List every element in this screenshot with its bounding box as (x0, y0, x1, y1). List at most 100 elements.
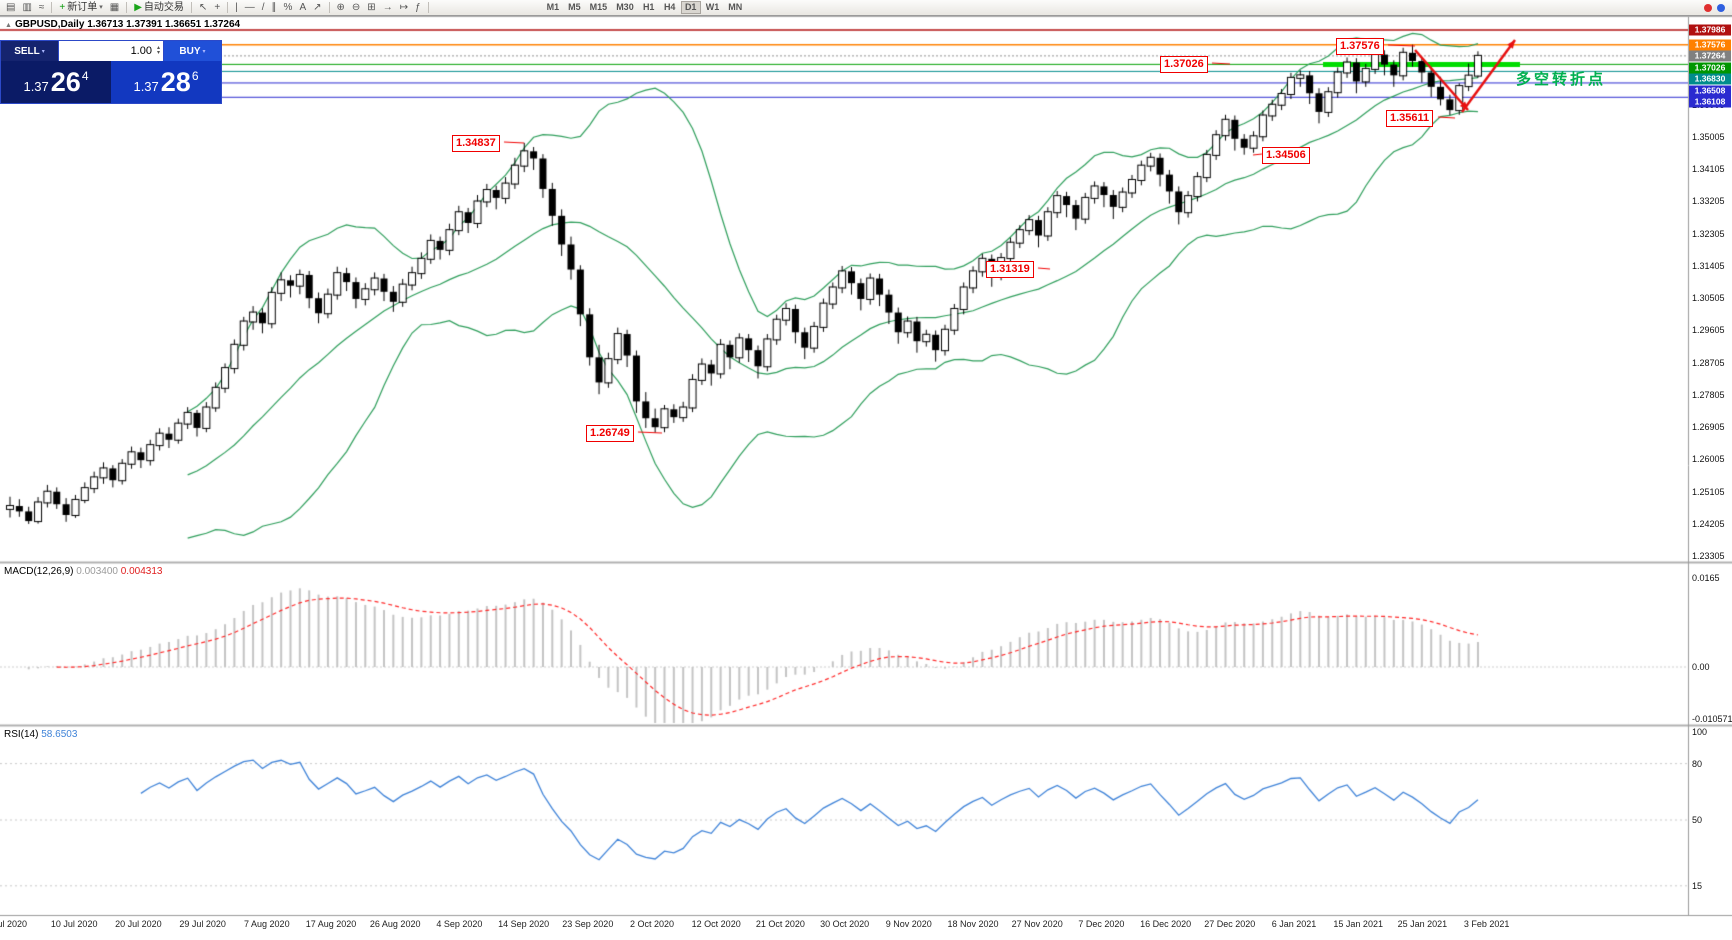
zoom-out-icon[interactable]: ⊖ (349, 1, 363, 15)
zoom-in-icon[interactable]: ⊕ (334, 1, 348, 15)
vertical-line-icon: | (235, 1, 238, 13)
date-axis-label: 14 Sep 2020 (498, 919, 550, 929)
trendline-icon[interactable]: / (259, 1, 268, 15)
line-chart-icon[interactable]: ≈ (36, 1, 48, 15)
price-axis-label: 1.27805 (1692, 389, 1725, 400)
window-red-dot[interactable] (1704, 3, 1712, 12)
price-annotation[interactable]: 1.35611 (1386, 110, 1434, 127)
date-axis-label: 2 Oct 2020 (629, 919, 675, 929)
date-axis-label: 27 Nov 2020 (1011, 919, 1063, 929)
text-label-icon[interactable]: A (296, 1, 309, 15)
spin-up-icon[interactable]: ▴ (156, 45, 160, 51)
date-axis-label: 26 Aug 2020 (369, 919, 421, 929)
symbol-period-label: GBPUSD,Daily (14, 19, 85, 30)
market-watch-icon: ▦ (109, 1, 120, 13)
rsi-value: 58.6503 (41, 729, 78, 740)
timeframe-m15[interactable]: M15 (586, 1, 612, 14)
auto-trading-button-label: 自动交易 (143, 1, 184, 13)
horizontal-line-icon[interactable]: — (242, 1, 258, 15)
macd-axis-label: 0.0165 (1692, 572, 1720, 583)
candlestick-chart-icon: ▥ (22, 1, 32, 13)
caret-down-icon: ▾ (41, 48, 45, 55)
fibonacci-icon: % (283, 1, 293, 13)
price-axis-label: 1.31405 (1692, 260, 1725, 271)
vertical-line-icon[interactable]: | (232, 1, 241, 15)
price-axis-label: 1.26905 (1692, 422, 1725, 433)
date-axis-label: 17 Aug 2020 (305, 919, 357, 929)
new-order-button[interactable]: + 新订单 ▾ (56, 1, 105, 15)
candlestick-chart-icon[interactable]: ▥ (19, 1, 34, 15)
date-axis-label: 18 Nov 2020 (947, 919, 999, 929)
auto-scroll-icon[interactable]: → (380, 1, 396, 15)
volume-spinner[interactable]: ▴ ▾ (155, 45, 162, 56)
price-axis-label: 1.30505 (1692, 293, 1725, 304)
text-label-icon: A (299, 1, 307, 13)
price-tag: 1.37264 (1689, 50, 1731, 62)
rsi-axis-label: 15 (1692, 880, 1703, 891)
indicators-icon[interactable]: ƒ (412, 1, 424, 15)
crosshair-icon[interactable]: + (211, 1, 223, 15)
new-order-button-label: 新订单 (67, 1, 98, 13)
toolbar: ▤ ▥ ≈ + 新订单 ▾ ▦ ▶ 自动交易 ↖ + | — / ∥% A ↗ ⊕ ⊖ ⊞ → ↦ ƒ M1 M5 M15 M30 H… (0, 0, 1732, 16)
timeframe-h1[interactable]: H1 (639, 1, 659, 14)
arrow-object-icon[interactable]: ↗ (310, 1, 324, 15)
date-axis-label: 20 Jul 2020 (115, 919, 162, 929)
trendline-icon: / (261, 1, 265, 13)
buy-button[interactable]: BUY ▾ (164, 41, 221, 61)
buy-price[interactable]: 1.37 28 6 (111, 61, 221, 103)
window-dots (1704, 3, 1729, 12)
timeframe-d1[interactable]: D1 (680, 1, 701, 14)
sell-button[interactable]: SELL ▾ (1, 41, 58, 61)
tile-windows-icon[interactable]: ⊞ (364, 1, 378, 15)
fibonacci-icon[interactable]: % (281, 1, 296, 15)
chart-shift-icon: ↦ (399, 1, 409, 13)
price-tag: 1.36508 (1689, 85, 1731, 97)
rsi-axis-label: 80 (1692, 758, 1703, 769)
channel-icon[interactable]: ∥ (269, 1, 280, 15)
timeframe-h4[interactable]: H4 (660, 1, 680, 14)
timeframe-w1[interactable]: W1 (702, 1, 724, 14)
date-axis-label: 25 Jan 2021 (1397, 919, 1448, 929)
price-axis-label: 1.26005 (1692, 454, 1725, 465)
zoom-in-icon: ⊕ (336, 1, 345, 13)
chart-shift-icon[interactable]: ↦ (397, 1, 411, 15)
macd-indicator-label: MACD(12,26,9) 0.003400 0.004313 (4, 566, 162, 577)
auto-trading-button[interactable]: ▶ 自动交易 (131, 1, 187, 15)
timeframe-m30[interactable]: M30 (612, 1, 638, 14)
price-annotation[interactable]: 1.37576 (1336, 38, 1384, 55)
date-axis-label: 27 Dec 2020 (1204, 919, 1256, 929)
cursor-icon: ↖ (198, 1, 208, 13)
toolbar-separator (328, 2, 330, 13)
cursor-icon[interactable]: ↖ (196, 1, 210, 15)
date-axis-label: 12 Oct 2020 (691, 919, 741, 929)
price-annotation[interactable]: 1.31319 (986, 261, 1034, 278)
bar-chart-icon[interactable]: ▤ (3, 1, 18, 15)
timeframe-m1[interactable]: M1 (543, 1, 564, 14)
price-tag: 1.36830 (1689, 73, 1731, 85)
toolbar-separator (126, 2, 128, 13)
buy-price-pips: 28 (160, 66, 191, 97)
date-axis-label: Jul 2020 (0, 919, 28, 929)
pivot-note-text[interactable]: 多空转折点 (1516, 71, 1607, 88)
price-annotation[interactable]: 1.34837 (452, 135, 500, 152)
toolbar-separator (427, 2, 429, 13)
sell-price-frac: 4 (81, 69, 89, 83)
price-annotation[interactable]: 1.37026 (1160, 56, 1208, 73)
price-axis-label: 1.23305 (1692, 551, 1725, 562)
spin-down-icon[interactable]: ▾ (156, 50, 160, 56)
timeframe-mn[interactable]: MN (724, 1, 746, 14)
date-axis-label: 30 Oct 2020 (820, 919, 870, 929)
window-blue-dot[interactable] (1717, 3, 1725, 12)
timeframe-m5[interactable]: M5 (564, 1, 585, 14)
price-annotation[interactable]: 1.26749 (586, 425, 634, 442)
volume-input[interactable]: 1.00 ▴ ▾ (58, 41, 164, 61)
sell-price[interactable]: 1.37 26 4 (1, 61, 111, 103)
rsi-name: RSI(14) (4, 729, 39, 740)
market-watch-icon[interactable]: ▦ (107, 1, 122, 15)
arrow-object-icon: ↗ (313, 1, 322, 13)
price-axis-label: 1.33205 (1692, 196, 1725, 207)
price-annotation[interactable]: 1.34506 (1262, 147, 1310, 164)
timeframe-group: M1 M5 M15 M30 H1 H4 D1 W1 MN (543, 1, 747, 14)
sell-button-label: SELL (14, 45, 40, 57)
